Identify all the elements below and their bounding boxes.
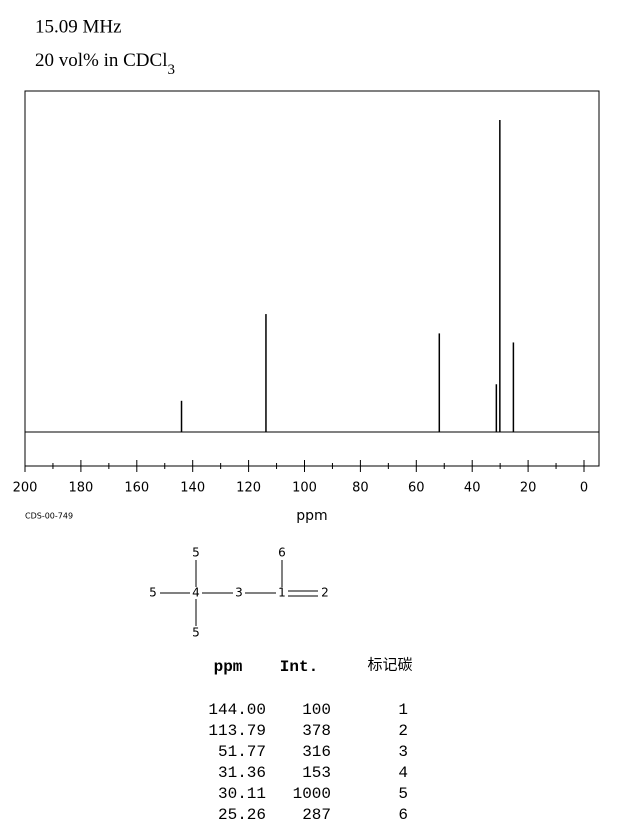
x-tick-label: 120 (236, 481, 261, 496)
table-cell: 31.36 (218, 764, 266, 782)
table-cell: 378 (302, 722, 331, 740)
x-tick-label: 140 (180, 481, 205, 496)
table-header: 标记碳 (367, 656, 412, 674)
solvent-text: 20 vol% in CDCl (35, 50, 167, 71)
table-cell: 100 (302, 701, 331, 719)
table-cell: 287 (302, 806, 331, 824)
table-cell: 153 (302, 764, 331, 782)
table-cell: 1 (398, 701, 408, 719)
solvent-subscript: 3 (167, 62, 175, 78)
table-cell: 6 (398, 806, 408, 824)
atom-label: 2 (321, 586, 329, 600)
atom-label: 5 (149, 586, 157, 600)
atom-label: 1 (278, 586, 286, 600)
x-tick-label: 60 (408, 481, 425, 496)
x-tick-label: 200 (13, 481, 38, 496)
table-cell: 113.79 (208, 722, 266, 740)
solvent: 20 vol% in CDCl3 (35, 50, 175, 78)
x-tick-label: 40 (464, 481, 481, 496)
table-cell: 51.77 (218, 743, 266, 761)
atom-label: 3 (235, 586, 243, 600)
table-cell: 25.26 (218, 806, 266, 824)
x-tick-label: 0 (580, 481, 588, 496)
x-tick-label: 180 (68, 481, 93, 496)
table-header: ppm (214, 658, 243, 676)
table-cell: 1000 (293, 785, 331, 803)
atom-label: 4 (192, 586, 200, 600)
atom-label: 6 (278, 546, 286, 560)
x-tick-label: 100 (292, 481, 317, 496)
x-tick-label: 80 (352, 481, 369, 496)
x-axis-label: ppm (296, 508, 327, 524)
code: CDS-00-749 (25, 512, 73, 521)
frequency: 15.09 MHz (35, 16, 122, 37)
table-cell: 2 (398, 722, 408, 740)
atom-label: 5 (192, 546, 200, 560)
structure (160, 560, 318, 626)
table-cell: 4 (398, 764, 408, 782)
table-cell: 30.11 (218, 785, 266, 803)
table-cell: 5 (398, 785, 408, 803)
table-cell: 316 (302, 743, 331, 761)
x-tick-label: 20 (520, 481, 537, 496)
atom-label: 5 (192, 626, 200, 640)
table-header: Int. (280, 658, 318, 676)
x-tick-label: 160 (124, 481, 149, 496)
plot-frame (24, 90, 600, 467)
table-cell: 3 (398, 743, 408, 761)
table-cell: 144.00 (208, 701, 266, 719)
